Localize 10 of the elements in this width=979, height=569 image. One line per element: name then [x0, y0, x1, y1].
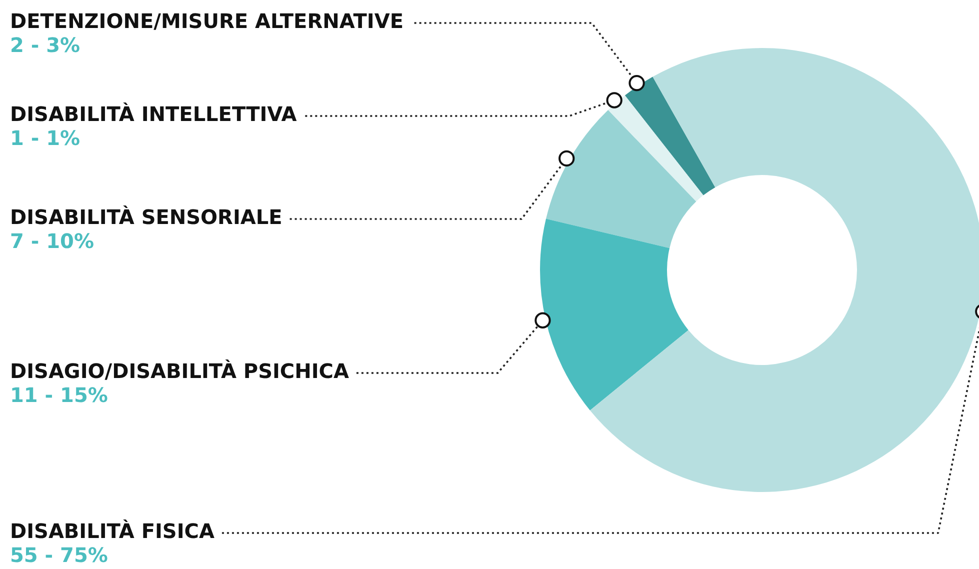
slice-label: DISABILITÀ SENSORIALE — [10, 205, 282, 229]
text: 1 - 1% — [10, 126, 80, 150]
slice-label: DISABILITÀ INTELLETTIVA — [10, 102, 298, 126]
text: 2 - 3% — [10, 33, 80, 57]
slice-label: DETENZIONE/MISURE ALTERNATIVE — [10, 9, 404, 33]
slice-label: DISAGIO/DISABILITÀ PSICHICA — [10, 359, 350, 383]
text: 11 - 15% — [10, 383, 108, 407]
text: 55 - 75% — [10, 543, 108, 567]
slice-label: DISABILITÀ FISICA — [10, 519, 215, 543]
text: 7 - 10% — [10, 229, 94, 253]
